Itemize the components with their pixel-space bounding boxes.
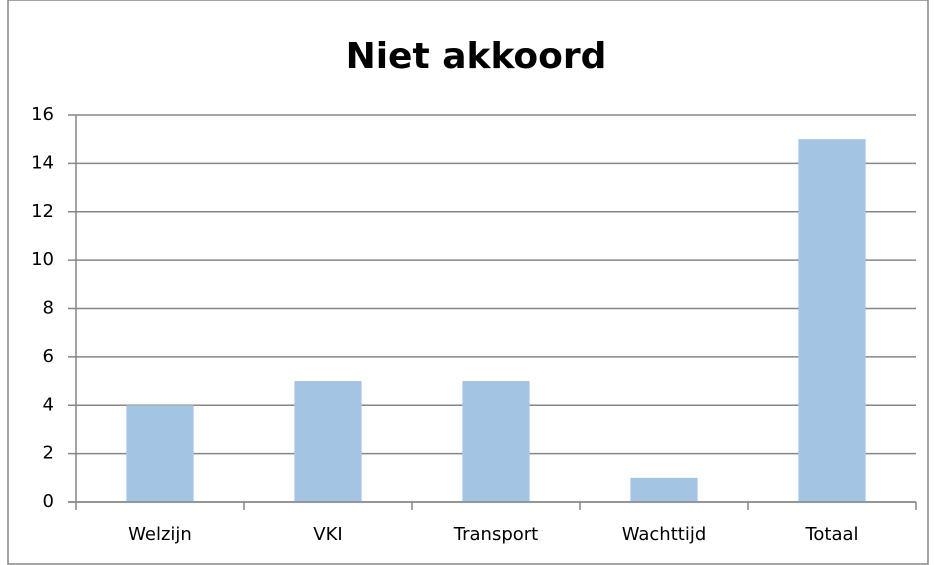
bar <box>462 381 530 502</box>
bar <box>798 139 866 502</box>
x-tick-label: VKI <box>313 524 342 545</box>
bar <box>630 477 698 502</box>
bar <box>126 405 194 502</box>
y-tick-label: 0 <box>43 491 54 512</box>
y-tick-label: 14 <box>31 152 54 173</box>
y-tick-label: 12 <box>31 201 54 222</box>
y-tick-label: 10 <box>31 249 54 270</box>
x-tick-label: Totaal <box>804 524 858 545</box>
x-tick-label: Transport <box>453 524 538 545</box>
chart-title: Niet akkoord <box>346 36 607 77</box>
y-tick-label: 4 <box>43 394 54 415</box>
x-tick-label: Welzijn <box>128 524 192 545</box>
y-tick-label: 2 <box>43 443 54 464</box>
x-tick-label: Wachttijd <box>622 524 707 545</box>
y-tick-label: 6 <box>43 346 54 367</box>
y-tick-label: 8 <box>43 298 54 319</box>
bar <box>294 381 362 502</box>
y-tick-label: 16 <box>31 104 54 125</box>
